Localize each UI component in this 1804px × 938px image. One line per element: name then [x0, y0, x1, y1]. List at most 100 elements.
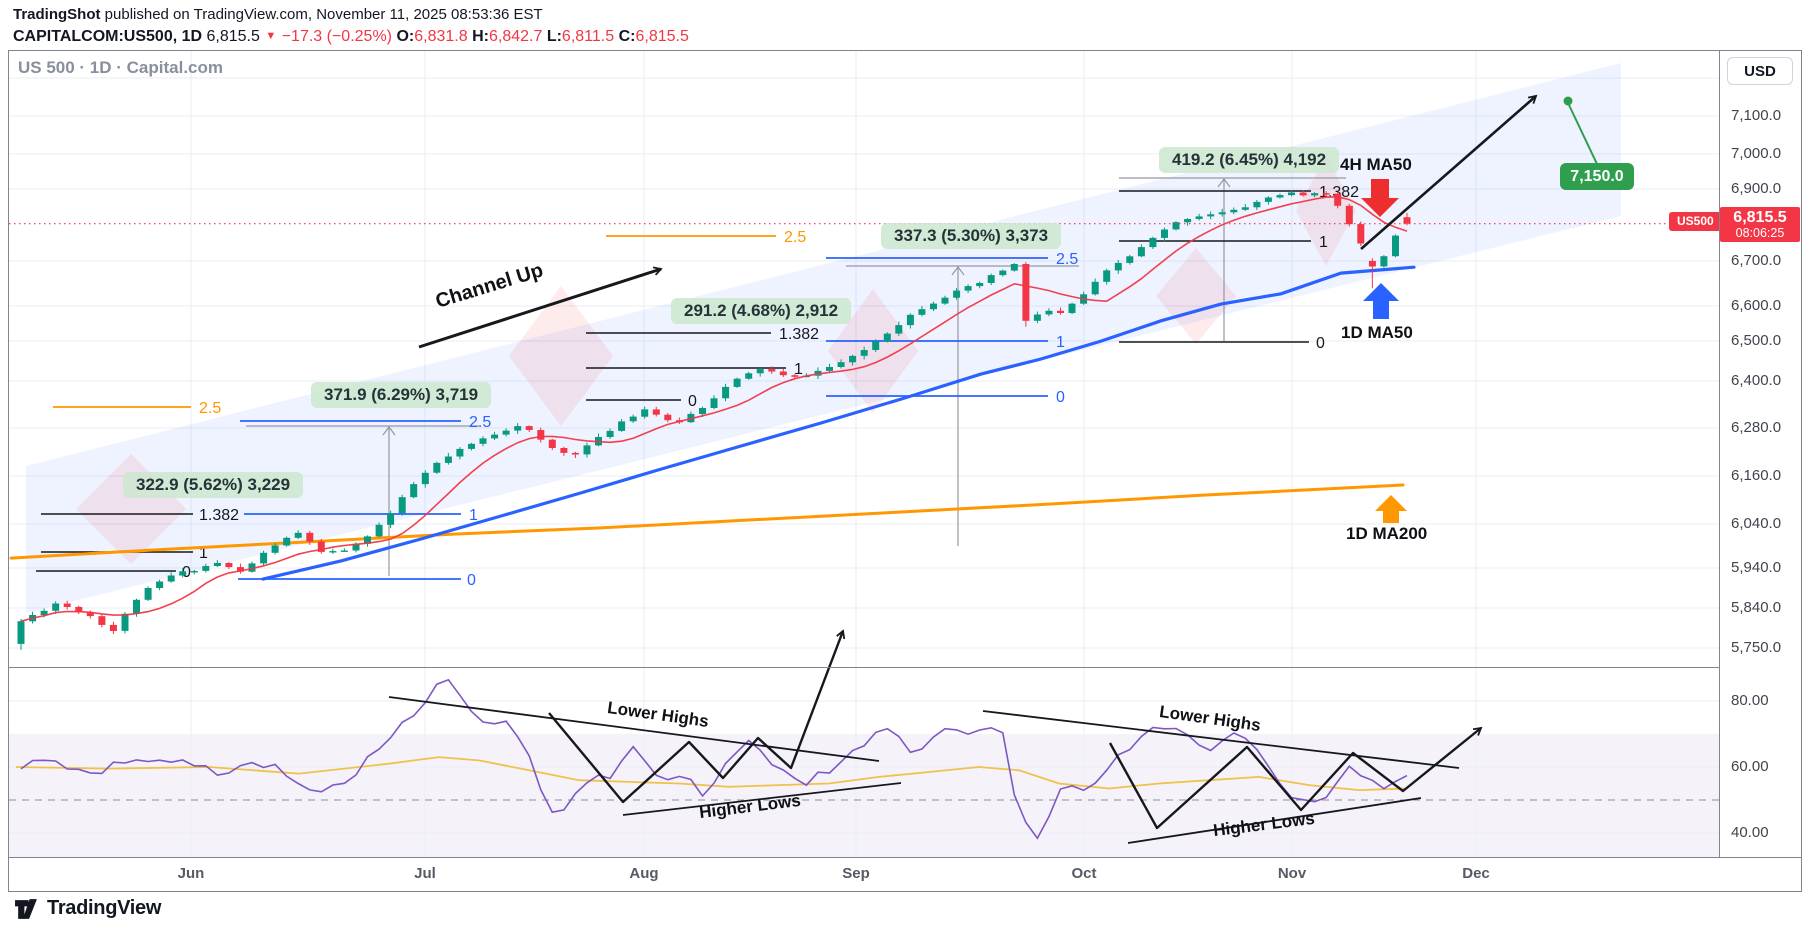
candle-body — [237, 567, 244, 572]
month-label-aug: Aug — [629, 865, 659, 882]
open-label: O: — [396, 28, 415, 45]
month-label-jun: Jun — [177, 865, 205, 882]
projection-arrow[interactable] — [1360, 94, 1538, 250]
fib-box-322[interactable]: 322.9 (5.62%) 3,229 — [123, 472, 304, 498]
1d-ma200-arrow-icon — [1375, 495, 1407, 523]
price-axis-label: 6,900.0 — [1731, 180, 1782, 197]
candle-body — [1368, 260, 1376, 267]
candle-body — [930, 303, 937, 310]
fib-level-label: 2.5 — [1056, 251, 1078, 268]
candle-body — [306, 532, 314, 542]
candle-body — [317, 541, 325, 552]
candle-body — [1207, 214, 1215, 217]
candle-body — [398, 497, 406, 514]
fib-box-371[interactable]: 371.9 (6.29%) 3,719 — [311, 382, 492, 408]
price-axis-label: 6,160.0 — [1731, 467, 1782, 484]
candle-body — [40, 610, 48, 615]
candle-body — [75, 606, 83, 613]
pattern-diamond — [1296, 156, 1356, 266]
fib-level-label: 1 — [469, 507, 478, 524]
rsi-trendline[interactable] — [1127, 797, 1422, 844]
candle-body — [1322, 193, 1330, 195]
candlesticks[interactable] — [17, 190, 1411, 650]
tradingview-logo-icon[interactable] — [14, 896, 39, 921]
ma50-line[interactable] — [261, 265, 1416, 581]
candle-body — [1195, 216, 1203, 219]
pattern-diamond — [1156, 248, 1236, 344]
target-connector-line — [1568, 104, 1598, 165]
candle-body — [1114, 262, 1122, 271]
close-value: 6,815.5 — [635, 28, 689, 45]
candle-body — [699, 408, 706, 414]
fib-level-label: 1 — [199, 545, 208, 562]
candle-body — [202, 566, 210, 571]
fib-level-label: 1 — [1056, 334, 1065, 351]
currency-button[interactable]: USD — [1727, 57, 1793, 85]
candle-body — [618, 421, 626, 431]
candle-body — [1022, 264, 1030, 321]
month-label-jul: Jul — [414, 865, 436, 882]
candle-body — [375, 524, 383, 537]
price-axis-label: 40.00 — [1731, 824, 1769, 841]
time-axis[interactable]: Jun Jul Aug Sep Oct Nov Dec — [9, 858, 1801, 890]
candle-body — [976, 283, 984, 287]
candle-body — [860, 350, 868, 356]
candle-body — [352, 543, 360, 551]
month-label-nov: Nov — [1277, 865, 1307, 882]
pane-separator[interactable] — [9, 667, 1801, 668]
channel-up-arrow[interactable] — [418, 266, 663, 349]
candle-body — [364, 536, 371, 544]
candle-body — [1184, 219, 1192, 223]
fib-bracket-chevron-icon — [1217, 178, 1231, 188]
candle-body — [179, 571, 187, 576]
byline: TradingShot published on TradingView.com… — [13, 5, 689, 24]
candle-body — [895, 325, 903, 334]
candle-body — [271, 545, 279, 553]
candle-body — [548, 439, 556, 448]
candle-body — [1345, 205, 1353, 225]
fib-level-label: 1 — [1319, 234, 1328, 251]
candle-body — [121, 613, 129, 631]
fib-level-label: 2.5 — [784, 229, 806, 246]
candle-body — [491, 434, 499, 439]
fib-bracket-chevron-icon — [951, 266, 965, 276]
chart-container[interactable]: 2.5 1.382 1 0 2.5 2.5 1 0 2.5 1 0 1.382 1 0 1.382 1 0 US… — [8, 50, 1802, 892]
label-4h-ma50[interactable]: 4H MA50 — [1340, 155, 1412, 174]
fib-level-label: 0 — [1056, 389, 1065, 406]
candle-body — [1357, 224, 1365, 244]
candle-body — [664, 414, 672, 421]
candle-body — [1172, 222, 1180, 230]
ma50-4h-line[interactable] — [20, 196, 1408, 622]
tradingview-brand-text[interactable]: TradingView — [47, 897, 162, 919]
4h-ma50-arrow-icon — [1361, 179, 1399, 217]
fib-level-label: 1.382 — [779, 326, 819, 343]
fib-box-419[interactable]: 419.2 (6.45%) 4,192 — [1159, 147, 1340, 173]
candle-body — [641, 409, 649, 417]
month-label-dec: Dec — [1462, 865, 1490, 882]
candle-body — [479, 438, 487, 444]
fib-box-291[interactable]: 291.2 (4.68%) 2,912 — [671, 298, 852, 324]
price-axis-label: 5,840.0 — [1731, 599, 1782, 616]
candle-body — [1380, 256, 1388, 267]
candle-body — [1403, 217, 1411, 224]
ma200-line[interactable] — [9, 483, 1405, 560]
rsi-trendline[interactable] — [622, 782, 902, 816]
byline-text: published on TradingView.com, November 1… — [100, 6, 543, 23]
fib-level-label: 1 — [794, 361, 803, 378]
rsi-zigzag[interactable] — [548, 629, 846, 804]
rsi-line[interactable] — [20, 678, 1408, 840]
rsi-band — [9, 734, 1719, 857]
price-axis[interactable]: USD 6,815.5 08:06:25 7,100.0 7,000.0 6,900… — [1720, 51, 1801, 857]
candle-body — [1276, 195, 1284, 198]
candle-body — [779, 371, 787, 376]
candle-body — [583, 445, 591, 455]
label-1d-ma200[interactable]: 1D MA200 — [1346, 524, 1428, 543]
rsi-trendline[interactable] — [982, 710, 1460, 769]
time-axis-separator — [9, 857, 1801, 858]
rsi-zigzag[interactable] — [1108, 726, 1483, 830]
fib-box-337[interactable]: 337.3 (5.30%) 3,373 — [881, 223, 1062, 249]
price-axis-label: 60.00 — [1731, 758, 1769, 775]
label-1d-ma50[interactable]: 1D MA50 — [1341, 323, 1413, 342]
fib-level-label: 2.5 — [469, 414, 491, 431]
